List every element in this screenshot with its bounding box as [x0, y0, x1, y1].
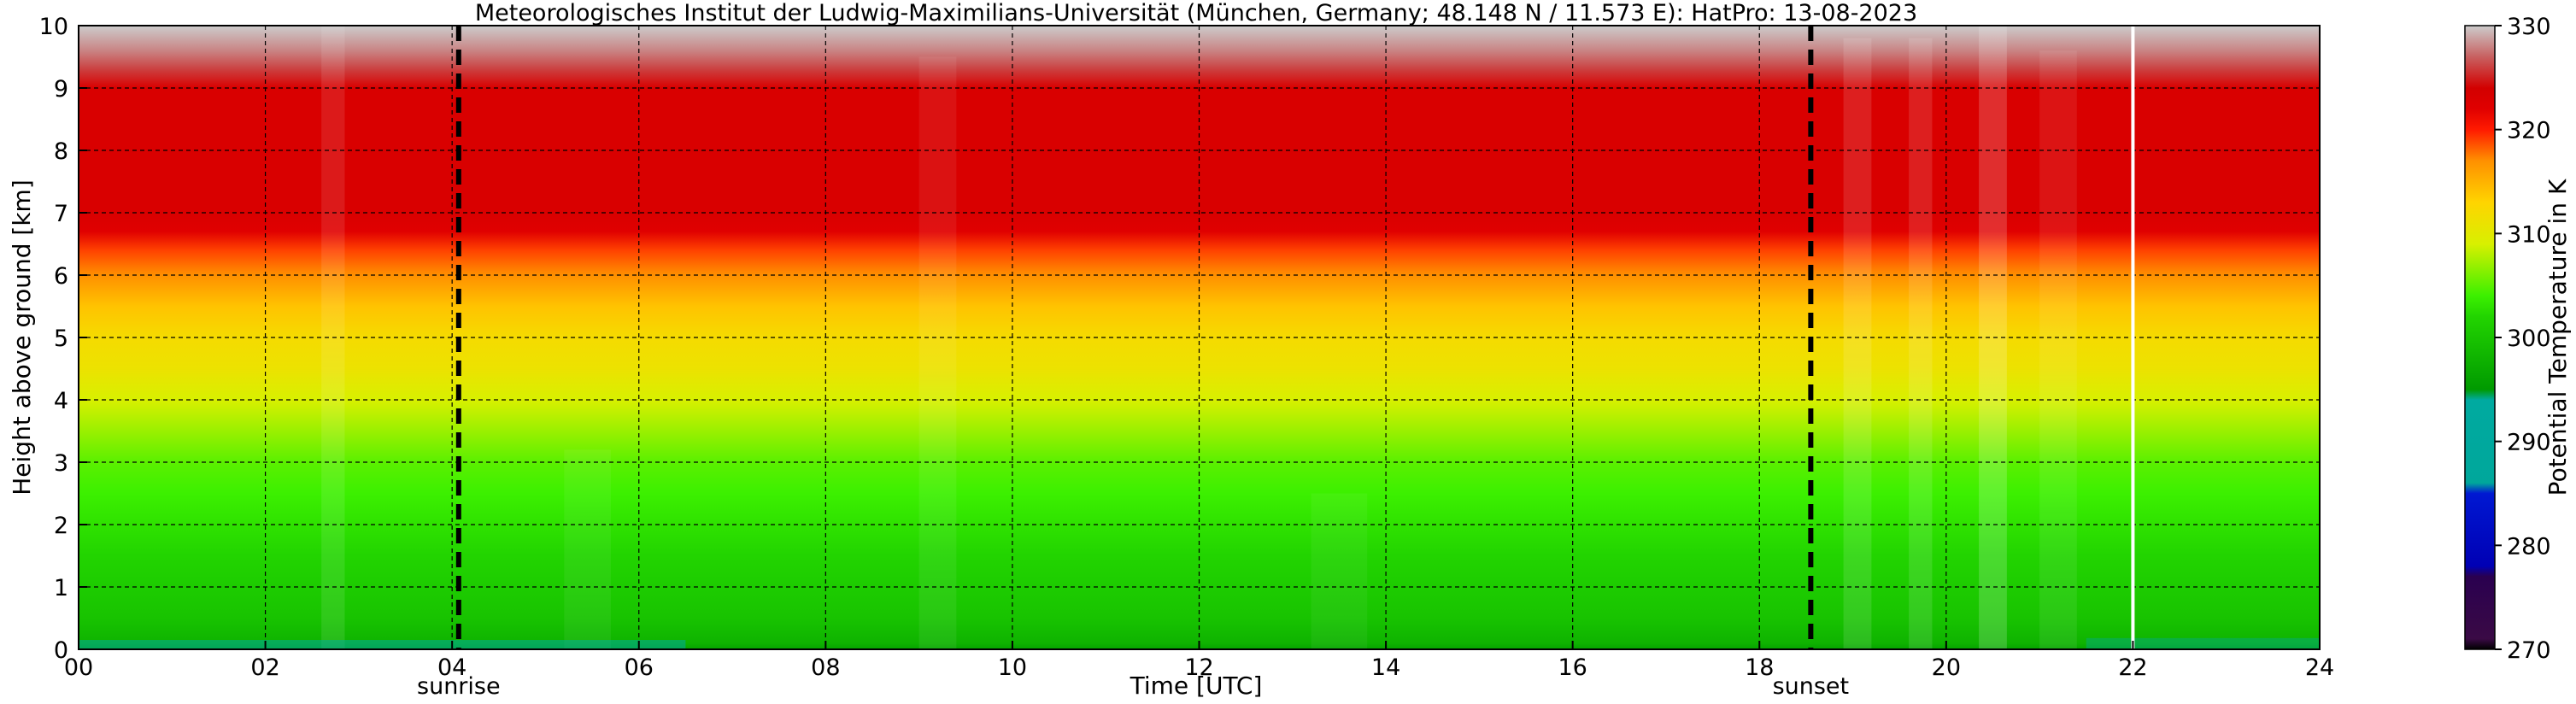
colorbar-tick-label: 310: [2507, 221, 2551, 248]
colorbar-tick-label: 330: [2507, 14, 2551, 40]
boundary-layer-morning: [79, 640, 686, 649]
heatmap-streak: [1843, 38, 1872, 650]
y-axis-label: Height above ground [km]: [8, 179, 36, 496]
annotation-labels: sunrise sunset: [417, 673, 1849, 700]
x-tick-label: 22: [2118, 654, 2147, 681]
grid-lines: [79, 26, 2320, 649]
colorbar: [2464, 25, 2496, 650]
heatmap-streak: [2039, 50, 2077, 649]
heatmap-streak: [564, 449, 611, 649]
heatmap-streak: [1909, 38, 1933, 650]
plot-overlay: [79, 26, 2320, 650]
y-tick-label: 6: [54, 263, 68, 290]
y-tick-label: 0: [54, 637, 68, 664]
y-tick-label: 1: [54, 575, 68, 601]
boundary-layer-evening: [2086, 637, 2320, 649]
colorbar-tick-label: 280: [2507, 533, 2551, 560]
x-tick-label: 04: [437, 654, 466, 681]
x-tick-label: 14: [1371, 654, 1400, 681]
x-tick-label: 24: [2305, 654, 2334, 681]
y-tick-label: 2: [54, 513, 68, 539]
x-tick-label: 06: [625, 654, 654, 681]
x-tick-label: 02: [250, 654, 279, 681]
colorbar-ticks: 270 280 290 300 310 320 330: [2495, 14, 2551, 664]
colorbar-tick-label: 290: [2507, 430, 2551, 456]
x-tick-label: 12: [1184, 654, 1213, 681]
y-axis: 0 1 2 3 4 5 6 7 8 9 10: [39, 14, 87, 664]
x-tick-label: 20: [1932, 654, 1961, 681]
x-tick-label: 18: [1745, 654, 1774, 681]
x-axis: 00 02 04 06 08 10 12 14 16 18 20 22 24: [64, 641, 2334, 681]
colorbar-tick-label: 320: [2507, 118, 2551, 144]
heatmap-streak: [918, 56, 957, 649]
heatmap-streak: [1311, 493, 1368, 649]
colorbar-tick-label: 270: [2507, 637, 2551, 664]
x-tick-label: 00: [64, 654, 93, 681]
sunset-label: sunset: [1773, 673, 1850, 700]
y-tick-label: 7: [54, 201, 68, 227]
colorbar-tick-label: 300: [2507, 326, 2551, 352]
y-tick-label: 8: [54, 138, 68, 165]
y-tick-label: 10: [39, 14, 68, 40]
x-tick-label: 08: [811, 654, 840, 681]
x-tick-label: 10: [998, 654, 1027, 681]
event-lines: [455, 26, 2135, 649]
y-tick-label: 4: [54, 388, 68, 414]
sunrise-label: sunrise: [417, 673, 501, 700]
y-tick-label: 5: [54, 326, 68, 352]
y-tick-label: 3: [54, 450, 68, 477]
x-axis-label: Time [UTC]: [1130, 672, 1263, 700]
x-tick-label: 16: [1558, 654, 1587, 681]
y-tick-label: 9: [54, 76, 68, 103]
chart-title: Meteorologisches Institut der Ludwig-Max…: [475, 0, 1917, 26]
colorbar-label: Potential Temperature in K: [2544, 179, 2572, 496]
